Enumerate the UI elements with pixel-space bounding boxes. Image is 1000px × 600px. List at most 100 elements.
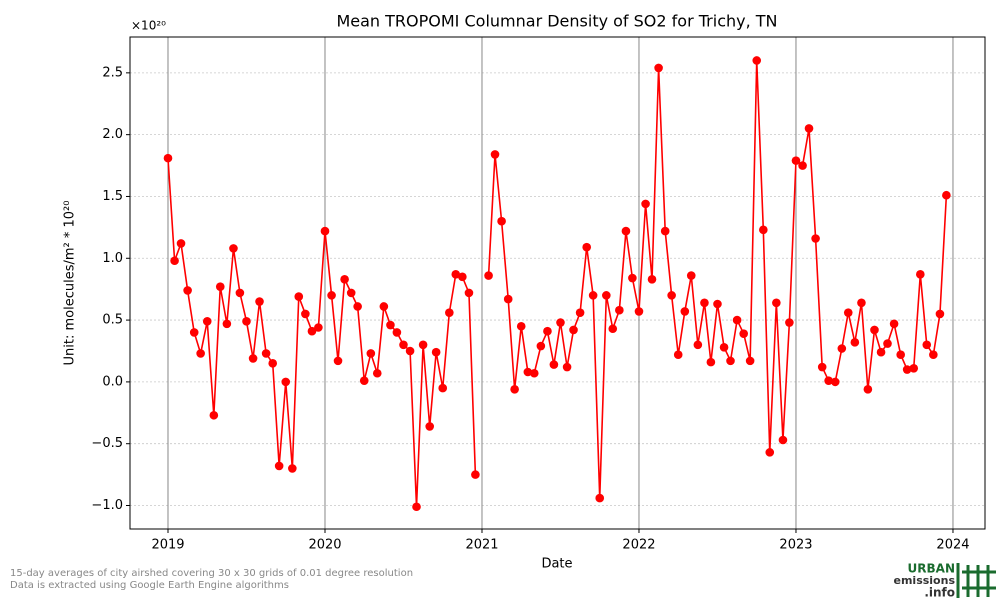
point (922, 340, 932, 350)
point (785, 318, 794, 327)
point (503, 294, 513, 304)
point (445, 308, 454, 317)
point (680, 307, 690, 316)
logo-text: URBAN (908, 562, 955, 576)
point (222, 319, 232, 329)
point (359, 376, 369, 385)
point (529, 368, 539, 378)
point (778, 435, 788, 445)
point (824, 376, 833, 385)
point (582, 242, 592, 252)
y-offset: ×10²⁰ (131, 19, 166, 33)
y-tick-label: 1.5 (102, 189, 123, 204)
point (791, 156, 801, 165)
point (281, 377, 291, 387)
point (418, 340, 428, 350)
point (543, 326, 552, 336)
point (850, 338, 860, 347)
point (399, 340, 408, 350)
point (660, 226, 670, 236)
point (667, 291, 676, 300)
point (745, 356, 755, 366)
x-tick-label: 2019 (151, 538, 184, 553)
point (569, 325, 578, 335)
x-tick-label: 2022 (622, 538, 655, 553)
point (739, 329, 748, 338)
point (673, 350, 683, 359)
point (490, 150, 500, 159)
point (386, 320, 395, 330)
x-tick-label: 2024 (936, 538, 969, 553)
point (896, 350, 905, 359)
point (255, 297, 264, 306)
point (229, 244, 238, 253)
point (843, 308, 853, 317)
point (562, 362, 572, 372)
point (759, 225, 768, 235)
point (484, 271, 493, 280)
logo-icon (956, 563, 996, 598)
point (700, 298, 709, 308)
point (451, 270, 461, 279)
point (772, 298, 781, 308)
point (608, 324, 618, 334)
y-tick-label: 0.0 (102, 374, 123, 389)
point (288, 464, 297, 473)
point (575, 308, 585, 317)
point (628, 273, 637, 283)
point (556, 318, 565, 327)
point (510, 385, 519, 394)
point (634, 307, 644, 316)
point (431, 347, 441, 357)
y-axis-label: Unit: molecules/m² * 10²⁰ (63, 201, 78, 366)
point (693, 340, 703, 350)
point (170, 256, 179, 266)
y-tick-label: 2.5 (102, 65, 123, 80)
point (863, 385, 873, 394)
x-axis-label: Date (541, 557, 572, 572)
point (209, 410, 219, 420)
point (163, 153, 173, 163)
point (202, 317, 212, 326)
point (425, 422, 435, 431)
point (889, 319, 899, 329)
point (726, 356, 735, 366)
point (294, 292, 304, 301)
point (706, 357, 716, 367)
point (301, 309, 310, 319)
point (732, 315, 742, 325)
y-tick-label: 0.5 (102, 313, 123, 328)
point (366, 349, 376, 358)
point (392, 328, 402, 337)
point (876, 347, 886, 357)
point (798, 161, 807, 170)
point (857, 298, 866, 308)
point (372, 368, 382, 378)
point (183, 286, 192, 295)
point (654, 63, 663, 73)
point (320, 226, 330, 236)
line (167, 60, 948, 507)
point (909, 363, 919, 373)
point (536, 341, 546, 351)
y-tick-label: −1.0 (91, 498, 123, 513)
point (621, 226, 631, 236)
point (837, 344, 847, 353)
point (268, 359, 278, 368)
point (942, 190, 951, 200)
point (830, 377, 840, 387)
point (189, 328, 199, 337)
point (902, 365, 912, 374)
x-tick-label: 2020 (308, 538, 341, 553)
point (235, 288, 245, 298)
point (458, 272, 467, 282)
point (242, 317, 251, 326)
point (353, 302, 362, 311)
point (641, 199, 650, 209)
point (883, 339, 892, 348)
point (327, 291, 336, 300)
logo-text: emissions (894, 574, 956, 587)
point (916, 270, 925, 279)
point (333, 356, 343, 366)
point (438, 383, 448, 393)
